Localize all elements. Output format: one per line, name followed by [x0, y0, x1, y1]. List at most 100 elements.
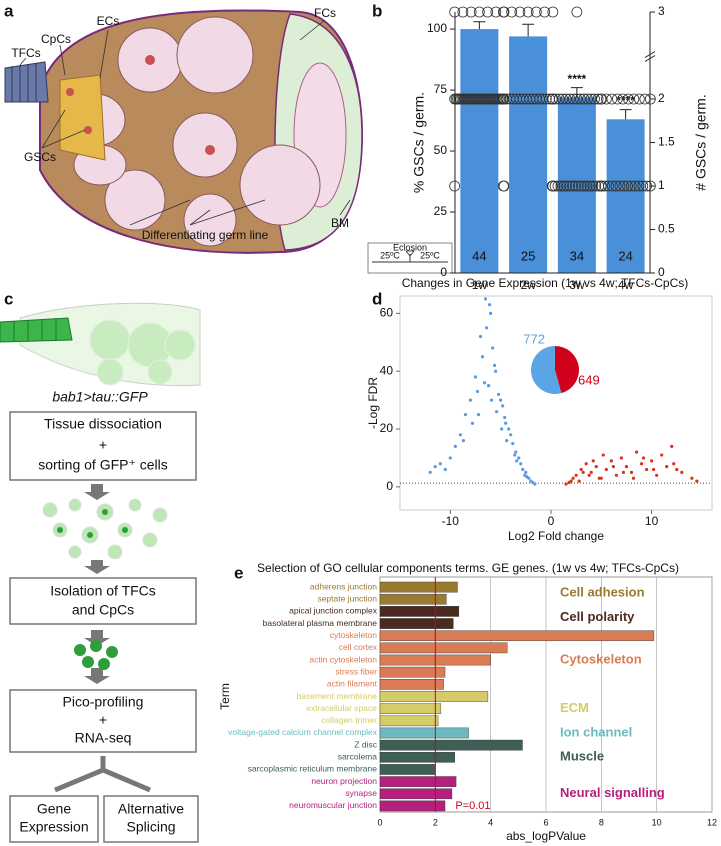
y-tick-label: 0 — [440, 265, 447, 279]
germarium-dot — [473, 6, 485, 18]
gene-point — [484, 326, 489, 330]
gene-point — [511, 441, 515, 446]
bar — [379, 800, 446, 812]
gene-point — [655, 473, 659, 477]
germarium-dot — [540, 93, 552, 105]
gene-point — [584, 462, 588, 466]
y-tick-label: 0 — [386, 479, 393, 493]
group-label: Cell adhesion — [560, 585, 645, 600]
gene-point — [594, 465, 598, 469]
n-label: 34 — [570, 248, 584, 263]
bar — [379, 691, 489, 702]
x-tick-label: 10 — [652, 817, 662, 827]
flow-step-text: and CpCs — [72, 602, 134, 618]
gene-point — [524, 470, 528, 475]
germarium-dot — [587, 180, 599, 192]
gene-point — [650, 459, 654, 463]
germarium-dot — [614, 180, 626, 192]
bar — [379, 642, 508, 654]
group-label: ECM — [560, 700, 589, 715]
bar — [509, 36, 548, 274]
bar — [379, 776, 457, 787]
germarium-dot — [601, 93, 612, 105]
panel-label: b — [372, 1, 382, 20]
germarium-dot — [506, 6, 518, 18]
y2-tick-label: 2 — [658, 91, 665, 105]
gene-point — [505, 438, 509, 443]
germarium-dot — [552, 180, 564, 192]
germarium-dot — [553, 93, 565, 105]
bar — [379, 751, 455, 763]
output-text: Splicing — [126, 819, 175, 835]
germarium-dot — [618, 180, 630, 192]
germarium-dot — [625, 180, 637, 192]
term-label: actin filament — [327, 679, 378, 689]
germarium-dot — [571, 6, 583, 18]
x-tick-label: 8 — [599, 817, 604, 827]
gene-point — [581, 470, 585, 475]
panel-label: a — [4, 1, 14, 20]
gene-point — [672, 462, 676, 466]
gene-point — [675, 467, 679, 472]
gene-point — [495, 410, 499, 414]
gene-point — [497, 392, 501, 396]
gene-point — [501, 404, 505, 408]
gene-point — [665, 465, 669, 469]
x-tick-label: 6 — [543, 817, 548, 827]
x-tick-label: 2 — [433, 817, 438, 827]
gene-point — [517, 456, 521, 460]
bar — [557, 97, 596, 273]
gene-point — [639, 462, 644, 466]
gene-point — [611, 465, 615, 469]
pie-slice — [531, 346, 562, 394]
gene-point — [614, 473, 618, 477]
gene-point — [521, 467, 525, 472]
illustration-label: BM — [331, 216, 349, 230]
x-tick-label: -10 — [442, 514, 460, 528]
bar — [379, 727, 469, 739]
germarium-dot — [611, 93, 623, 105]
x-axis-label: abs_logPValue — [506, 829, 586, 843]
chart-title: Changes in Gene Expression (1w vs 4w; TF… — [402, 276, 689, 290]
germarium-dot — [592, 93, 604, 105]
egg-chamber-illustration — [4, 9, 364, 254]
gene-point — [604, 467, 608, 472]
gene-point — [438, 462, 442, 466]
bar — [379, 703, 442, 714]
gene-point — [619, 456, 624, 460]
panel-label: e — [234, 563, 243, 582]
term-label: voltage-gated calcium channel complex — [228, 727, 378, 737]
y-axis-label: Term — [218, 683, 232, 710]
gene-point — [493, 363, 497, 368]
flow-step-text: Pico-profiling — [63, 694, 144, 710]
term-label: basolateral plasma membrane — [263, 618, 378, 628]
germarium-dot — [564, 180, 576, 192]
germarium-dot — [582, 93, 593, 105]
gene-point — [478, 334, 483, 339]
gene-point — [680, 470, 684, 475]
x-tick-label: 10 — [645, 514, 659, 528]
term-label: sarcoplasmic reticulum membrane — [248, 764, 378, 774]
germarium-dot — [628, 93, 640, 105]
gene-point — [533, 482, 537, 486]
panel-label: d — [372, 289, 382, 308]
illustration-label-lines — [19, 19, 351, 226]
group-label: Neural signalling — [560, 785, 665, 800]
gene-point — [486, 384, 491, 388]
germarium-dot — [567, 93, 579, 105]
group-label: Muscle — [560, 749, 604, 764]
germarium-dot — [617, 93, 629, 105]
pie-label: 649 — [578, 372, 600, 387]
germarium-dot — [547, 6, 559, 18]
flow-step-text: sorting of GFP⁺ cells — [38, 457, 168, 473]
germarium-dot — [546, 180, 558, 192]
gene-point — [624, 465, 629, 469]
plot-frame — [399, 295, 713, 511]
x-tick-label: 12 — [707, 817, 717, 827]
group-label: Cell polarity — [560, 609, 635, 624]
germarium-dot — [606, 180, 618, 192]
germarium-dot — [465, 6, 477, 18]
gene-point — [567, 480, 571, 485]
flow-step-text: Isolation of TFCs — [50, 583, 156, 599]
gene-point — [468, 398, 473, 402]
